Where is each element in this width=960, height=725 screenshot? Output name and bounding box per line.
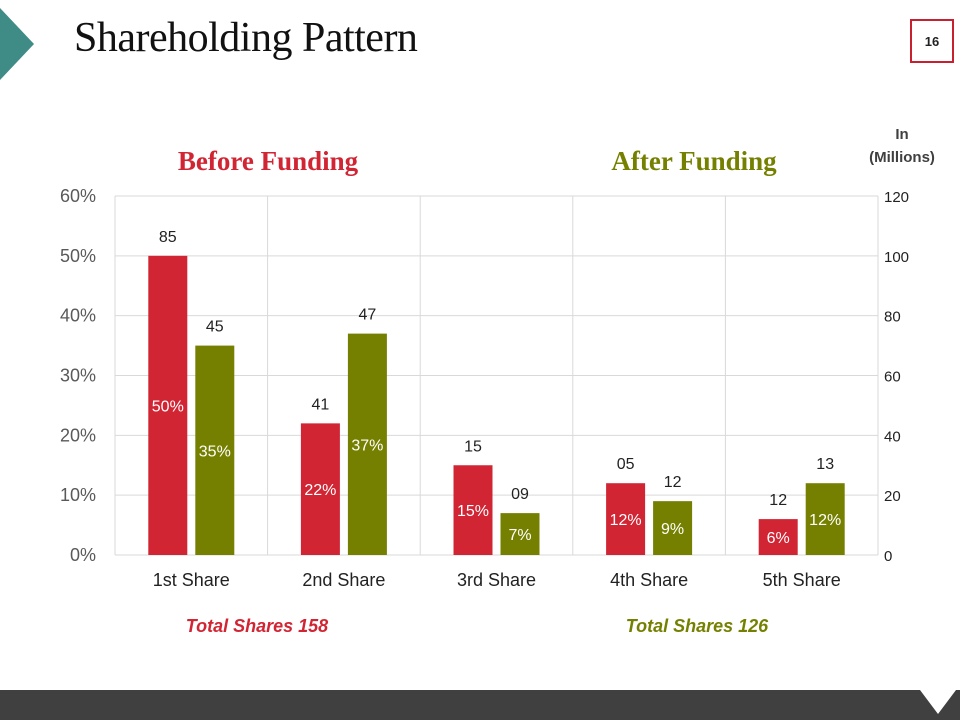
bar-before	[300, 423, 340, 555]
bar-after-percent-label: 12%	[809, 512, 841, 529]
left-axis-tick-label: 60%	[60, 186, 96, 206]
right-axis-tick-label: 60	[884, 369, 901, 386]
left-axis-tick-label: 10%	[60, 485, 96, 505]
bar-after-percent-label: 37%	[351, 437, 383, 454]
right-axis-title-line1: In	[895, 126, 908, 143]
bar-after-million-label: 09	[511, 486, 529, 503]
right-axis-tick-label: 40	[884, 428, 901, 445]
bar-after-million-label: 45	[206, 319, 224, 336]
bar-before-million-label: 05	[617, 456, 635, 473]
right-axis-tick-label: 0	[884, 548, 892, 565]
left-axis-tick-label: 30%	[60, 366, 96, 386]
bar-after	[500, 513, 540, 555]
bar-after	[805, 483, 845, 555]
page-number: 16	[910, 19, 954, 63]
right-axis-title-line2: (Millions)	[869, 149, 935, 166]
bar-before-percent-label: 22%	[304, 482, 336, 499]
before-funding-header: Before Funding	[178, 146, 359, 176]
bar-before	[148, 255, 188, 556]
right-axis-tick-label: 80	[884, 309, 901, 326]
page-title: Shareholding Pattern	[74, 15, 418, 61]
bar-before-percent-label: 12%	[610, 512, 642, 529]
grid-layer	[114, 195, 879, 556]
corner-arrow-icon	[0, 8, 34, 80]
left-axis-tick-label: 20%	[60, 425, 96, 445]
right-axis-tick-label: 100	[884, 249, 909, 266]
bar-before-percent-label: 6%	[767, 530, 790, 547]
bar-after	[347, 333, 387, 555]
left-axis-tick-label: 0%	[70, 545, 96, 565]
bar-after-percent-label: 35%	[199, 443, 231, 460]
after-funding-header: After Funding	[611, 146, 777, 176]
footer-bar	[0, 690, 960, 720]
bar-after-million-label: 13	[816, 456, 834, 473]
label-layer: 0% 10% 20% 30% 40% 50% 60% 0 20 40 60 80 100 120 In (Mi…	[60, 126, 935, 636]
category-label: 3rd Share	[457, 570, 536, 590]
bar-before	[758, 519, 798, 555]
bar-after	[195, 345, 235, 555]
bar-layer	[148, 255, 845, 556]
bar-before-million-label: 85	[159, 229, 177, 246]
category-label: 5th Share	[763, 570, 841, 590]
bar-after-million-label: 47	[359, 307, 377, 324]
left-axis-tick-label: 40%	[60, 306, 96, 326]
bar-after-percent-label: 9%	[661, 521, 684, 538]
total-after: Total Shares 126	[626, 616, 769, 636]
category-label: 4th Share	[610, 570, 688, 590]
bar-after-million-label: 12	[664, 474, 682, 491]
left-axis-tick-label: 50%	[60, 246, 96, 266]
footer-chevron-icon	[920, 690, 956, 714]
right-axis-tick-label: 120	[884, 189, 909, 206]
bar-before-million-label: 15	[464, 438, 482, 455]
right-axis-tick-label: 20	[884, 488, 901, 505]
bar-before-percent-label: 15%	[457, 503, 489, 520]
bar-before-million-label: 12	[769, 492, 787, 509]
bar-before-percent-label: 50%	[152, 398, 184, 415]
bar-before	[606, 483, 646, 555]
bar-after	[653, 501, 693, 555]
category-label: 2nd Share	[302, 570, 385, 590]
bar-before-million-label: 41	[312, 396, 330, 413]
bar-before	[453, 465, 493, 555]
bar-after-percent-label: 7%	[508, 527, 531, 544]
category-label: 1st Share	[153, 570, 230, 590]
total-before: Total Shares 158	[186, 616, 328, 636]
